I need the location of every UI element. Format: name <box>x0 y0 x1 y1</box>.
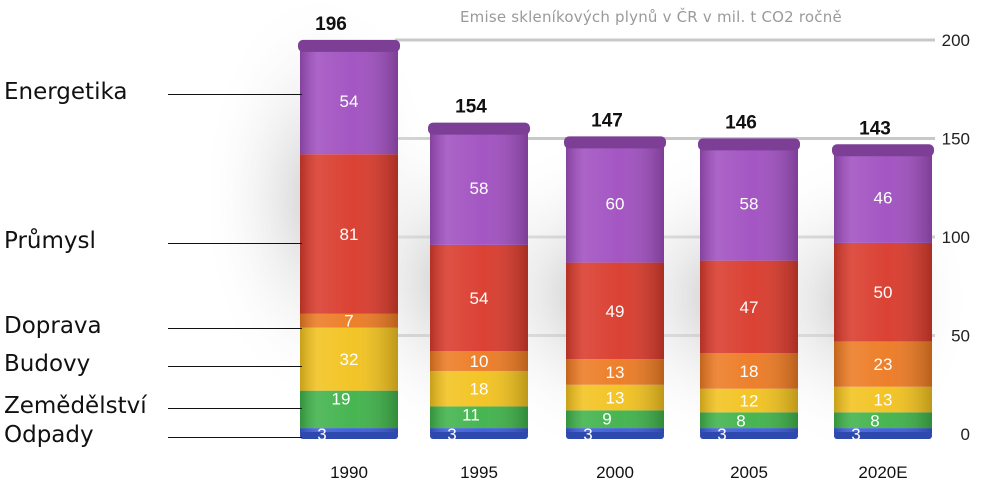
x-tick-labels: 1990 1995 2000 2005 2020E <box>330 463 908 482</box>
segment-value-label: 49 <box>606 302 625 321</box>
segment-value-label: 12 <box>740 392 759 411</box>
segment-value-label: 7 <box>344 312 353 331</box>
segment-value-label: 18 <box>740 362 759 381</box>
segment-value-label: 54 <box>340 92 359 111</box>
bar-top-cap <box>564 136 666 149</box>
bar-shading <box>700 146 798 434</box>
segment-value-label: 46 <box>874 189 893 208</box>
segment-value-label: 11 <box>462 405 480 424</box>
legend-leader-line <box>168 243 302 244</box>
bar-shading <box>430 130 528 434</box>
x-tick-label: 2020E <box>858 463 907 482</box>
legend-label: Odpady <box>4 422 94 448</box>
y-tick-label: 150 <box>942 130 970 149</box>
bar-bottom-cap <box>566 432 664 439</box>
y-tick-labels: 0 50 100 150 200 <box>942 31 970 444</box>
legend-label: Budovy <box>4 351 91 377</box>
legend-label: Doprava <box>4 313 102 339</box>
bar-top-cap <box>698 138 800 151</box>
bar-bottom-cap <box>430 432 528 439</box>
segment-value-label: 3 <box>447 425 456 444</box>
legend-leader-line <box>168 328 302 329</box>
legend-leader-line <box>168 437 302 438</box>
segment-value-label: 13 <box>606 363 625 382</box>
legend-label: Zemědělství <box>4 393 147 419</box>
x-tick-label: 1995 <box>460 463 498 482</box>
total-label: 147 <box>591 110 623 131</box>
segment-value-label: 8 <box>736 411 745 430</box>
bar-stack-1995: 3 11 18 10 54 58 <box>428 122 530 444</box>
y-tick-label: 200 <box>942 31 970 50</box>
bar-top-cap <box>298 39 400 52</box>
segment-value-label: 47 <box>740 298 759 317</box>
bar-top-cap <box>428 122 530 135</box>
total-label: 154 <box>455 97 487 118</box>
bar-shading <box>566 144 664 434</box>
segment-value-label: 54 <box>470 289 489 308</box>
segment-value-label: 3 <box>851 425 860 444</box>
segment-value-label: 50 <box>874 283 893 302</box>
segment-value-label: 19 <box>332 390 351 409</box>
total-label: 143 <box>859 118 891 139</box>
legend-leader-line <box>168 94 302 95</box>
total-label: 146 <box>725 112 757 133</box>
total-label: 196 <box>315 14 347 35</box>
x-tick-label: 2005 <box>730 463 768 482</box>
segment-value-label: 23 <box>874 355 893 374</box>
segment-value-label: 3 <box>583 425 592 444</box>
legend-leader-line <box>168 408 302 409</box>
segment-value-label: 18 <box>470 380 489 399</box>
segment-value-label: 8 <box>870 411 879 430</box>
bar-top-cap <box>832 144 934 157</box>
segment-value-label: 13 <box>874 391 893 410</box>
segment-value-label: 3 <box>717 425 726 444</box>
segment-value-label: 58 <box>740 195 759 214</box>
y-tick-label: 100 <box>942 228 970 247</box>
bar-bottom-cap <box>300 432 398 439</box>
bars: 3193278154311181054583913134960381218475… <box>298 39 934 444</box>
segment-value-label: 10 <box>470 352 489 371</box>
x-tick-label: 2000 <box>596 463 634 482</box>
bar-stack-1990: 3 19 32 7 81 54 <box>298 39 400 444</box>
y-tick-label: 50 <box>951 327 970 346</box>
y-tick-label: 0 <box>961 425 970 444</box>
segment-value-label: 58 <box>470 179 489 198</box>
segment-value-label: 32 <box>340 350 359 369</box>
x-tick-label: 1990 <box>330 463 368 482</box>
chart-title: Emise skleníkových plynů v ČR v mil. t C… <box>460 8 842 26</box>
segment-value-label: 81 <box>340 225 359 244</box>
bar-bottom-cap <box>700 432 798 439</box>
segment-value-label: 3 <box>317 425 326 444</box>
segment-value-label: 9 <box>602 409 611 428</box>
segment-value-label: 13 <box>606 389 625 408</box>
legend-leader-line <box>168 366 302 367</box>
bar-bottom-cap <box>834 432 932 439</box>
bar-shading <box>834 152 932 435</box>
segment-value-label: 60 <box>606 195 625 214</box>
legend-label: Energetika <box>4 79 128 105</box>
total-labels: 196 154 147 146 143 <box>315 14 891 139</box>
legend-label: Průmysl <box>4 228 96 254</box>
bar-shading <box>300 47 398 434</box>
